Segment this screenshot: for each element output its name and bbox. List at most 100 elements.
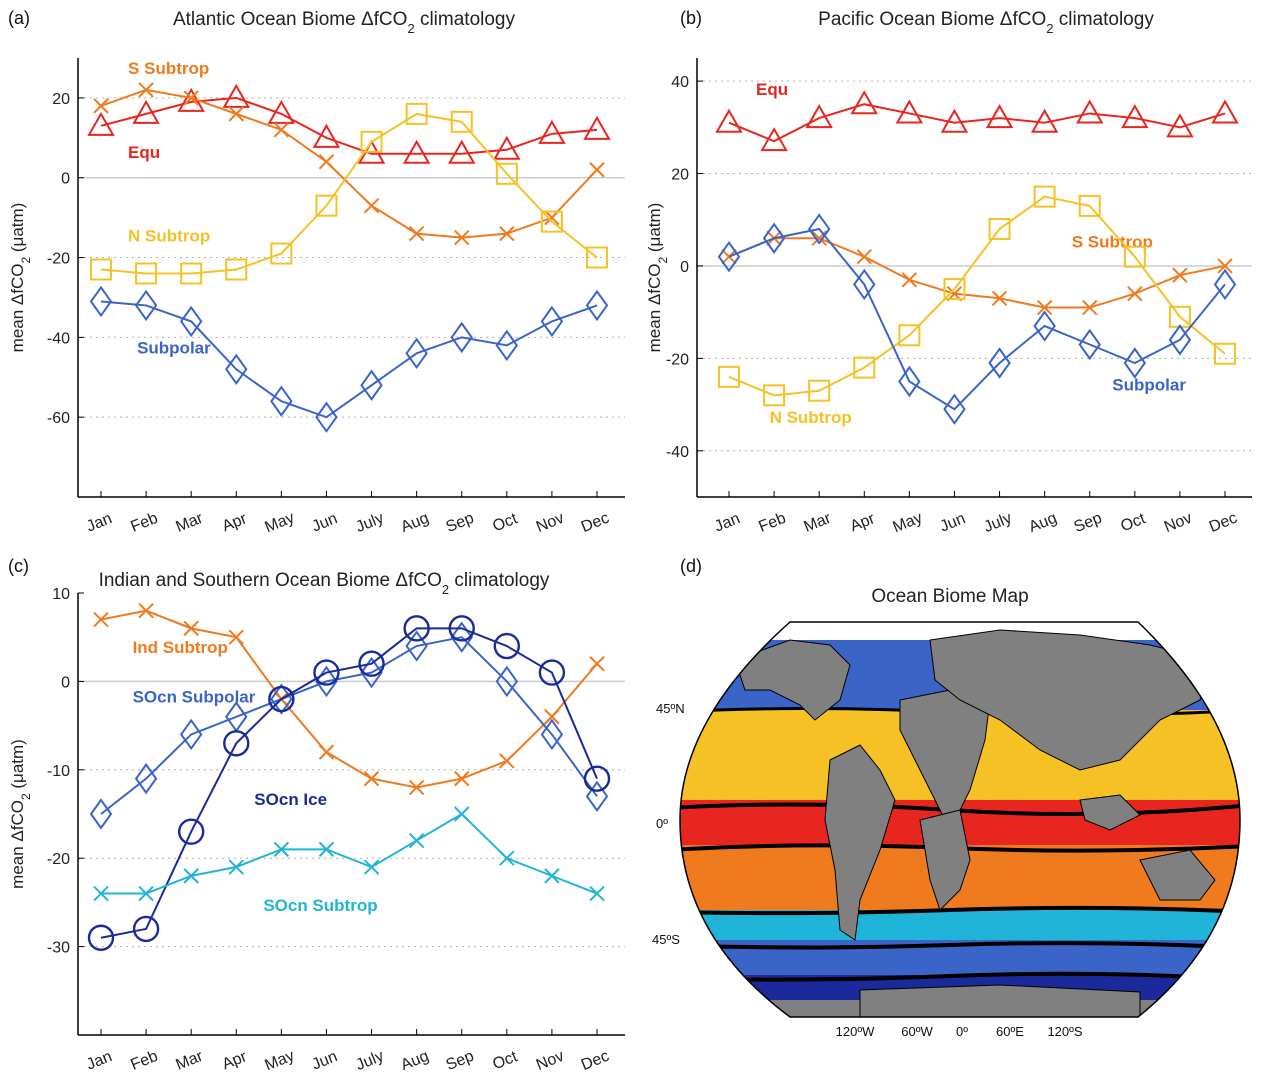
data-point [940,108,969,133]
y-tick-label: 20 [671,167,689,184]
data-point [448,139,476,164]
x-tick-label: Dec [579,1048,612,1074]
data-point [179,305,203,338]
data-point [1168,324,1192,356]
series-label: Ind Subtrop [133,638,228,657]
data-point [132,99,160,124]
land-masses [734,629,1216,1017]
data-point [1166,113,1194,138]
data-point [540,718,564,751]
lon-label-120w: 120ºW [836,1024,875,1039]
data-point [408,779,425,796]
x-tick-label: July [981,510,1014,536]
y-tick-label: 20 [52,91,70,108]
data-point [988,347,1011,379]
data-point [315,401,338,433]
chart-title: Indian and Southern Ocean Biome ΔfCO2 cl… [99,570,550,597]
data-point [228,106,244,122]
data-point [454,229,470,246]
series-label: S Subtrop [128,59,209,78]
data-point [808,379,831,402]
data-point [358,650,385,677]
x-tick-label: Apr [220,510,250,535]
series-label: N Subtrop [770,408,852,427]
data-point [1211,99,1239,124]
data-point [499,753,515,769]
data-point [223,730,250,757]
panel-b-pacific: (b) Pacific Ocean Biome ΔfCO2 climatology… [645,8,1252,536]
x-tick-label: Mar [174,510,207,536]
series-line [101,812,598,895]
y-axis-label: mean ΔfCO2 (μatm) [645,203,670,353]
data-point [93,885,109,902]
series-label: S Subtrop [1072,232,1153,251]
series-line [100,96,598,155]
data-point [1033,310,1056,342]
x-tick-label: Oct [490,510,520,535]
panel-d-ocean-biome-map: (d) Ocean Biome Map [652,556,1241,1039]
data-point [360,656,383,689]
data-point [222,83,250,108]
data-point [1213,268,1237,301]
chart-title: Pacific Ocean Biome ΔfCO2 climatology [818,9,1154,36]
data-point [898,324,921,347]
data-point [495,162,518,185]
series-label: N Subtrop [128,227,210,246]
data-point [1078,194,1101,217]
panel-label: (d) [680,556,702,576]
data-point [1030,108,1059,133]
data-point [360,369,383,401]
series-line [100,627,598,939]
data-point [544,209,560,226]
x-tick-label: Dec [579,510,612,536]
y-tick-label: 40 [671,74,689,91]
data-point [403,615,430,642]
data-point [134,762,158,795]
lat-label-0: 0º [656,816,668,831]
x-tick-label: Oct [490,1048,520,1073]
x-tick-label: Oct [1118,510,1148,535]
data-point [493,135,521,160]
data-point [1123,347,1147,379]
data-point [405,102,428,125]
data-point [273,841,290,858]
data-point [225,353,248,386]
data-point [448,615,475,642]
data-point [901,272,918,288]
data-point [718,365,740,388]
panel-label: (b) [680,8,702,28]
data-point [856,248,872,265]
data-point [495,665,519,698]
x-tick-label: Dec [1207,510,1240,536]
data-point [318,154,335,170]
y-tick-label: 0 [680,259,689,276]
data-point [180,262,203,285]
x-tick-label: Nov [534,1048,567,1074]
lat-label-45s: 45ºS [652,932,680,947]
data-point [138,885,154,902]
series-label: Subpolar [137,338,211,357]
x-tick-label: May [262,509,296,536]
data-point [583,765,611,792]
y-axis-label: mean ΔfCO2 (μatm) [8,203,33,353]
series-n-subtrop: N Subtrop [90,102,608,285]
x-tick-label: Aug [1027,510,1060,536]
data-point [1078,328,1101,361]
data-point [1217,258,1233,274]
y-tick-label: 0 [61,674,70,691]
x-tick-label: Aug [399,510,432,536]
x-tick-label: Jan [84,1048,114,1073]
x-tick-label: Jun [310,510,340,535]
data-point [402,139,431,164]
data-point [315,194,338,217]
data-point [717,240,741,273]
data-point [538,119,566,144]
data-point [318,744,335,760]
data-point [454,770,470,787]
data-point [89,798,113,830]
x-tick-label: Mar [174,1048,207,1074]
data-point [93,98,109,114]
panel-label: (c) [8,556,29,576]
data-point [715,108,743,133]
data-point [895,99,924,124]
